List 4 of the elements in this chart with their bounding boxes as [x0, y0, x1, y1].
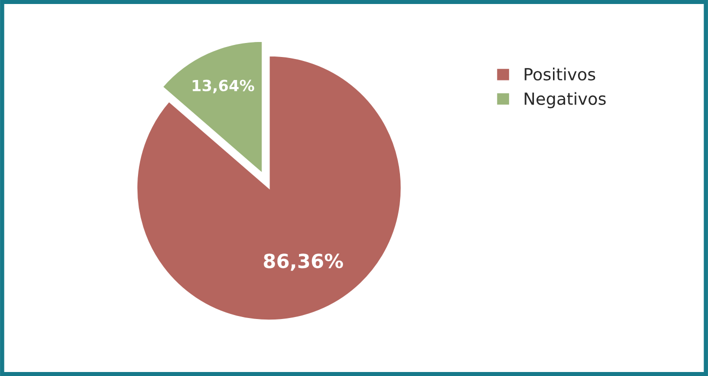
legend-label: Positivos [524, 68, 596, 81]
legend-label: Negativos [524, 92, 606, 108]
data-label: 86,36% [264, 254, 344, 271]
data-label: 13,64% [192, 80, 254, 94]
